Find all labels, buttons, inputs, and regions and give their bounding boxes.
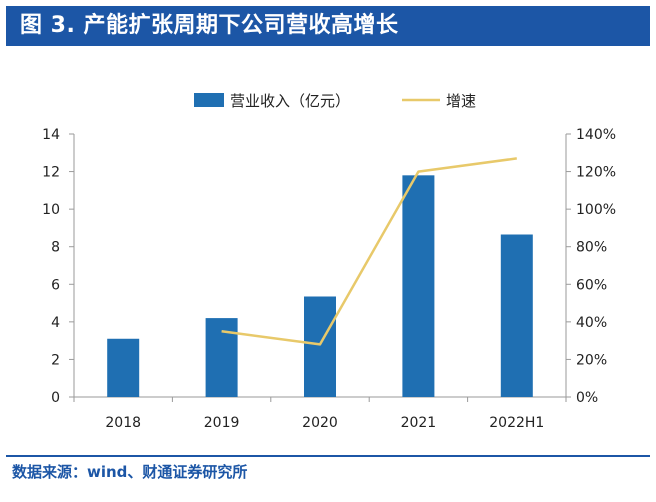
revenue-bar <box>205 318 238 397</box>
y-right-tick-label: 20% <box>576 352 607 368</box>
y-left-tick-label: 12 <box>42 165 60 181</box>
legend-label-revenue: 营业收入（亿元） <box>230 92 350 110</box>
source-divider <box>6 455 650 457</box>
y-left-tick-label: 2 <box>51 352 60 368</box>
legend-swatch-revenue <box>194 93 224 107</box>
x-tick-label: 2021 <box>401 415 437 431</box>
revenue-bar <box>304 296 336 397</box>
x-tick-label: 2020 <box>302 415 338 431</box>
y-left-tick-label: 0 <box>51 390 60 406</box>
revenue-growth-chart: 024681012140%20%40%60%80%100%120%140%201… <box>42 92 616 431</box>
growth-rate-line <box>221 157 517 346</box>
y-left-tick-label: 14 <box>42 127 60 143</box>
y-right-tick-label: 80% <box>576 240 607 256</box>
y-right-tick-label: 120% <box>576 165 616 181</box>
revenue-bar <box>107 338 140 397</box>
y-left-tick-label: 4 <box>51 315 60 331</box>
revenue-bar <box>500 234 533 397</box>
x-tick-label: 2018 <box>105 415 141 431</box>
y-right-tick-label: 0% <box>576 390 598 406</box>
x-tick-label: 2022H1 <box>489 415 544 431</box>
y-left-tick-label: 10 <box>42 202 60 218</box>
y-right-tick-label: 100% <box>576 202 616 218</box>
y-left-tick-label: 8 <box>51 240 60 256</box>
y-left-tick-label: 6 <box>51 277 60 293</box>
title-banner: 图 3. 产能扩张周期下公司营收高增长 <box>6 6 650 46</box>
y-right-tick-label: 60% <box>576 277 607 293</box>
revenue-bar <box>402 175 435 397</box>
source-note: 数据来源：wind、财通证券研究所 <box>12 463 248 481</box>
figure-title: 图 3. 产能扩张周期下公司营收高增长 <box>20 13 399 38</box>
y-right-tick-label: 140% <box>576 127 616 143</box>
legend-label-growth: 增速 <box>446 92 476 110</box>
y-right-tick-label: 40% <box>576 315 607 331</box>
x-tick-label: 2019 <box>204 415 240 431</box>
